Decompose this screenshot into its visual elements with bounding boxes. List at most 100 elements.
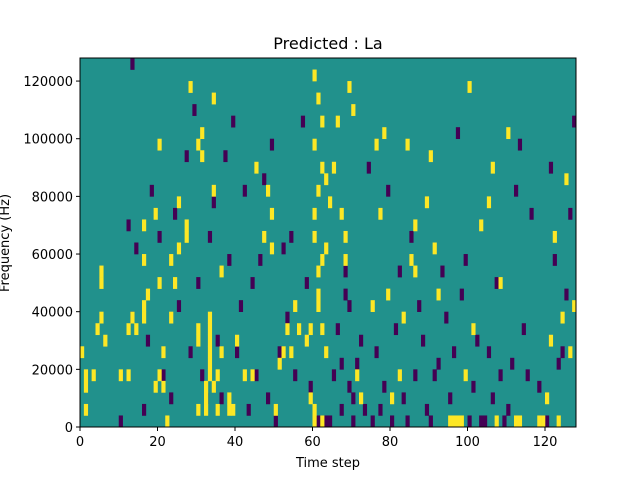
heatmap-cell-high [254,161,259,174]
heatmap-cell-low [510,357,515,370]
heatmap-cell-low [258,254,263,266]
heatmap-cell-low [486,346,492,359]
heatmap-cell-low [246,403,251,416]
y-tick-label: 100000 [23,133,73,148]
heatmap-cell-high [293,300,298,312]
heatmap-cell-high [142,311,147,324]
heatmap-cell-low [149,184,154,197]
heatmap-cell-low [382,380,387,393]
heatmap-cell-low [421,334,426,347]
heatmap-cell-high [219,346,224,359]
heatmap-cell-low [142,403,147,416]
heatmap-cell-high [397,369,402,382]
heatmap-cell-low [366,161,371,174]
heatmap-cell-low [184,150,189,163]
heatmap-cell-high [130,311,135,324]
y-tick-label: 120000 [23,75,73,90]
heatmap-cells [80,58,577,428]
heatmap-cell-low [250,277,255,289]
heatmap-cell-high [134,323,139,336]
heatmap-cell-low [506,403,511,416]
heatmap-cell-high [184,230,189,243]
heatmap-cell-high [312,230,317,243]
heatmap-cell-low [517,138,523,151]
heatmap-cell-high [145,288,151,301]
heatmap-cell-low [223,150,228,163]
heatmap-cell-high [126,323,131,336]
heatmap-cell-high [289,346,294,359]
heatmap-cell-high [231,403,236,416]
heatmap-cell-high [560,311,565,324]
heatmap-cell-high [386,288,391,301]
heatmap-cell-low [417,300,422,312]
heatmap-cell-high [273,403,278,416]
heatmap-cell-low [572,115,577,128]
heatmap-cell-high [99,311,104,324]
heatmap-cell-low [405,415,410,428]
heatmap-cell-high [211,184,216,197]
heatmap-cell-high [99,277,104,289]
x-tick-label: 120 [533,435,558,450]
heatmap-cell-low [409,230,414,243]
heatmap-cell-high [428,150,433,163]
heatmap-cell-low [351,415,356,428]
heatmap-cell-low [537,380,542,393]
x-tick-label: 100 [455,435,480,450]
heatmap-cell-high [452,415,457,428]
heatmap-cell-low [285,311,290,324]
heatmap-cell-low [130,58,135,70]
heatmap-cell-high [285,323,290,336]
heatmap-cell-high [382,127,387,140]
heatmap-cell-high [227,403,232,416]
heatmap-cell-low [289,230,294,243]
heatmap-cell-high [316,265,321,278]
heatmap-cell-low [483,415,488,428]
heatmap-cell-high [169,254,174,266]
heatmap-cell-high [207,346,213,359]
heatmap-cell-high [471,323,476,336]
heatmap-cell-high [103,334,108,347]
heatmap-cell-high [308,323,313,336]
heatmap-cell-high [207,311,213,324]
heatmap-cell-high [320,254,325,266]
heatmap-cell-high [196,334,201,347]
heatmap-cell-low [335,323,340,336]
heatmap-cell-low [157,230,162,243]
heatmap-cell-high [95,323,100,336]
heatmap-cell-high [320,115,325,128]
heatmap-cell-low [188,346,193,359]
heatmap-cell-high [545,392,550,405]
heatmap-cell-high [211,92,216,105]
heatmap-cell-high [459,415,464,428]
heatmap-cell-high [161,346,166,359]
heatmap-cell-high [405,138,410,151]
heatmap-cell-low [343,288,348,301]
heatmap-cell-high [455,415,461,428]
heatmap-cell-low [548,161,554,174]
heatmap-cell-high [242,369,247,382]
heatmap-cell-high [316,300,321,312]
heatmap-cell-high [200,127,205,140]
heatmap-cell-low [471,380,476,393]
heatmap-cell-low [444,311,449,324]
heatmap-cell-low [242,184,247,197]
heatmap-cell-high [564,173,569,186]
heatmap-cell-high [176,196,182,209]
heatmap-cell-high [297,323,302,336]
heatmap-cell-low [200,369,205,382]
heatmap-cell-high [207,334,213,347]
heatmap-cell-low [273,415,278,428]
heatmap-cell-low [207,230,213,243]
heatmap-cell-low [413,369,418,382]
heatmap-cell-low [362,403,368,416]
heatmap-cell-high [343,254,348,266]
heatmap-cell-low [467,415,472,428]
heatmap-cell-low [351,392,356,405]
heatmap-cell-high [552,230,557,243]
heatmap-cell-high [494,415,499,428]
heatmap-cell-low [390,415,395,428]
heatmap-cell-high [347,81,352,93]
heatmap-cell-low [173,207,178,220]
heatmap-cell-low [324,415,329,428]
heatmap-cell-low [308,380,313,393]
